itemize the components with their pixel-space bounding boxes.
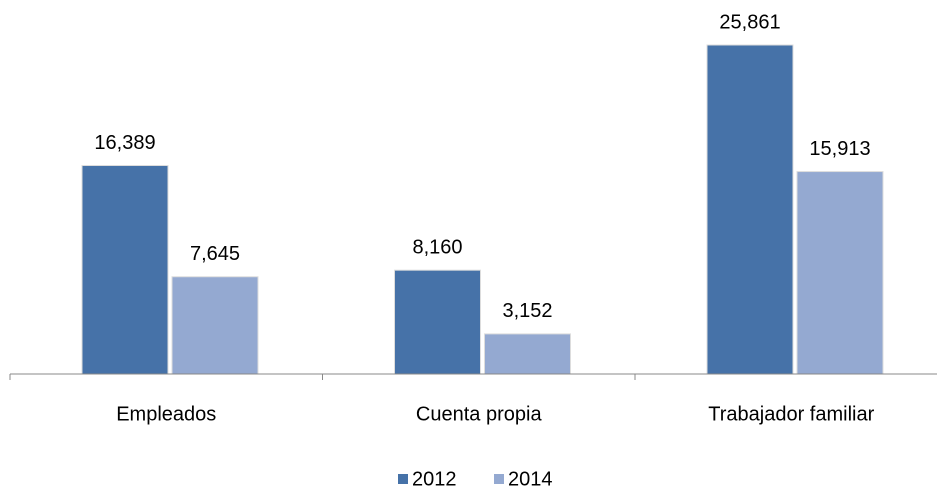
- data-label: 25,861: [719, 11, 780, 33]
- legend-label: 2014: [508, 468, 553, 490]
- data-label: 8,160: [412, 236, 462, 258]
- bar: [81, 165, 169, 375]
- x-tick-label: Trabajador familiar: [708, 403, 874, 425]
- legend-swatch: [398, 474, 408, 484]
- data-label: 15,913: [809, 138, 870, 160]
- bar: [796, 171, 884, 375]
- bar: [171, 276, 259, 375]
- data-label: 7,645: [190, 243, 240, 265]
- bar: [394, 269, 481, 375]
- bar: [706, 44, 794, 375]
- data-label: 16,389: [94, 132, 155, 154]
- bar: [484, 333, 571, 375]
- x-tick-label: Empleados: [116, 403, 216, 425]
- legend-label: 2012: [412, 468, 457, 490]
- data-label: 3,152: [502, 300, 552, 322]
- legend-swatch: [494, 474, 504, 484]
- x-tick-label: Cuenta propia: [416, 403, 543, 425]
